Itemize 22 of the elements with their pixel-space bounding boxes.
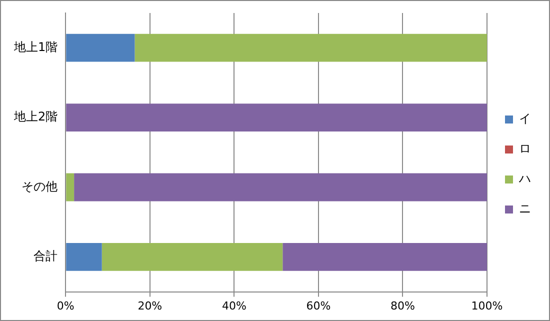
bar [66,243,102,271]
y-tick-label: 地上2階 [12,110,58,124]
bar [102,243,283,271]
bar [134,34,487,62]
x-tick-label: 100% [471,299,503,312]
bar [74,173,487,202]
x-tick-label: 80% [390,299,415,312]
legend-label: ロ [519,142,531,156]
legend-label: ハ [518,172,531,186]
bar [282,243,487,271]
bar [66,104,487,132]
bar [66,173,74,202]
y-tick-label: 地上1階 [12,40,58,54]
bar [66,34,135,62]
x-tick-label: 0% [56,299,74,312]
legend-label: イ [519,112,531,126]
x-tick-label: 60% [306,299,331,312]
legend-label: ニ [519,202,531,216]
x-tick-label: 40% [222,299,246,312]
y-tick-label: その他 [22,179,58,194]
x-tick-label: 20% [138,299,162,312]
y-tick-label: 合計 [34,249,58,264]
